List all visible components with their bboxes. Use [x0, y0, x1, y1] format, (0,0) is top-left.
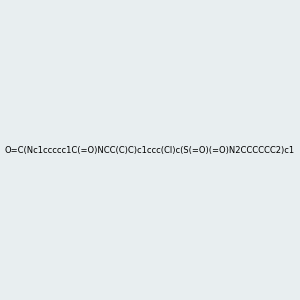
Text: O=C(Nc1ccccc1C(=O)NCC(C)C)c1ccc(Cl)c(S(=O)(=O)N2CCCCCC2)c1: O=C(Nc1ccccc1C(=O)NCC(C)C)c1ccc(Cl)c(S(=… — [5, 146, 295, 154]
